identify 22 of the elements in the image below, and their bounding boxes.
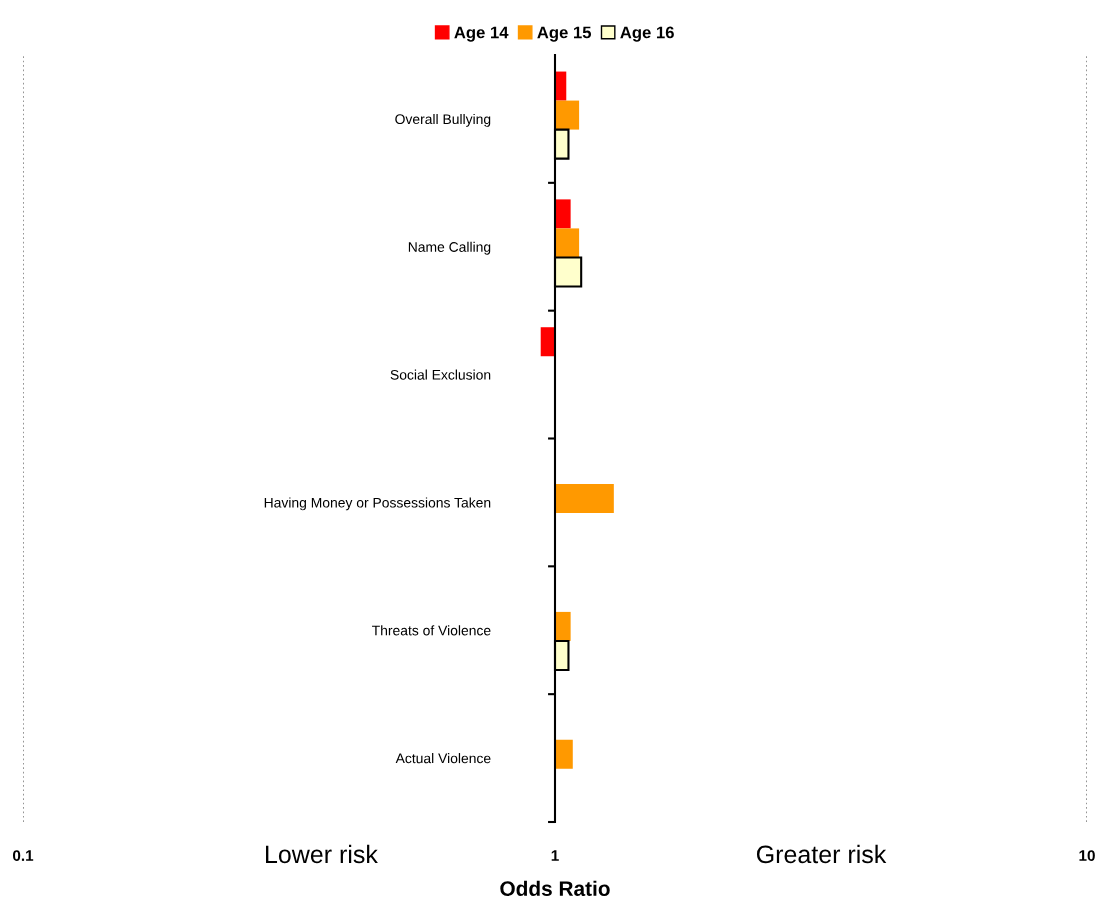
- y-tick-label: Overall Bullying: [395, 113, 491, 127]
- y-tick-label: Name Calling: [408, 241, 491, 255]
- legend-label: Age 16: [620, 26, 674, 42]
- bar: [555, 739, 573, 769]
- text: Greater risk: [756, 844, 887, 864]
- x-tick-label: 10: [1079, 850, 1095, 861]
- y-tick-label: Actual Violence: [395, 753, 491, 764]
- bar: [555, 228, 580, 258]
- bar: [555, 100, 580, 130]
- bar: [555, 484, 614, 514]
- y-tick-label: Social Exclusion: [390, 369, 491, 380]
- x-tick-label: 0.1: [12, 850, 34, 861]
- text: Lower risk: [266, 844, 378, 864]
- bar: [555, 611, 571, 641]
- legend-label: Age 15: [537, 26, 592, 42]
- bar: [540, 327, 555, 357]
- y-tick-label: Threats of Violence: [372, 625, 491, 636]
- x-axis-title: Odds Ratio: [500, 880, 610, 896]
- x-tick-label: 1: [551, 850, 559, 861]
- bar: [555, 199, 571, 229]
- legend-label: Age 14: [454, 26, 509, 42]
- y-tick-label: Having Money or Possessions Taken: [264, 497, 491, 511]
